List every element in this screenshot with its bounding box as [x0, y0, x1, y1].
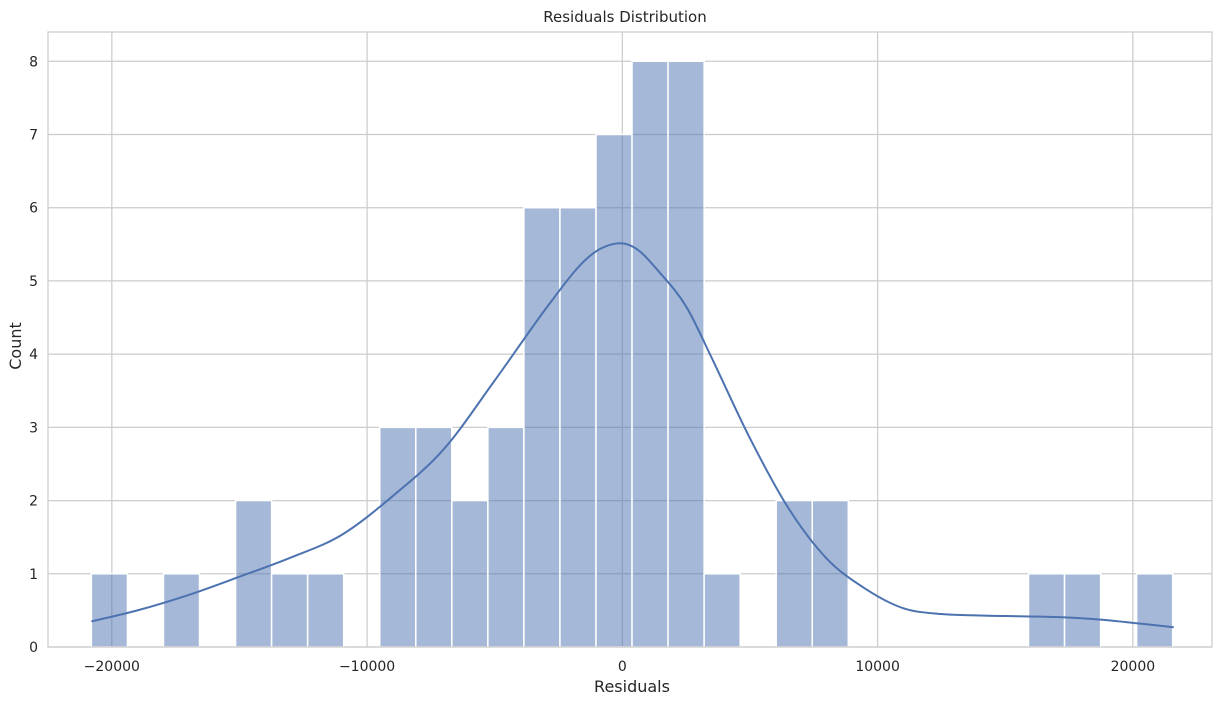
histogram-bar	[775, 499, 814, 648]
y-tick-label: 7	[29, 128, 38, 144]
histogram-bar	[1135, 573, 1174, 648]
y-tick-label: 2	[29, 494, 38, 510]
plot-frame	[47, 31, 1213, 648]
y-tick-label: 5	[29, 274, 38, 290]
y-axis-label: Count	[6, 322, 25, 370]
histogram-bar	[234, 499, 273, 648]
y-tick-label: 1	[29, 567, 38, 583]
histogram-bar	[631, 60, 669, 648]
x-tick-label: −20000	[84, 659, 140, 675]
histogram-bar	[378, 426, 417, 648]
y-tick-label: 3	[29, 420, 38, 436]
histogram-bar	[162, 573, 201, 648]
histogram-bar	[559, 206, 597, 648]
histogram-bar	[415, 426, 453, 648]
x-tick-label: −10000	[339, 659, 395, 675]
histogram-bar	[667, 60, 705, 648]
chart-title: Residuals Distribution	[543, 8, 706, 26]
x-axis-ticks: −20000 −10000 0 10000 20000	[84, 659, 1155, 675]
histogram-bar	[306, 573, 345, 648]
histogram-bar	[270, 573, 309, 648]
kde-curve-layer	[91, 242, 1174, 629]
histogram-bar	[487, 426, 525, 648]
histogram-bar	[90, 573, 129, 648]
y-tick-label: 6	[29, 201, 38, 217]
histogram-bar	[811, 499, 850, 648]
y-tick-label: 4	[29, 347, 38, 363]
y-tick-label: 8	[29, 54, 38, 70]
histogram-bar	[523, 206, 561, 648]
x-tick-label: 20000	[1111, 659, 1156, 675]
x-tick-label: 10000	[855, 659, 900, 675]
x-axis-label: Residuals	[594, 677, 670, 696]
histogram-bar	[1027, 573, 1066, 648]
histogram-bar	[595, 133, 633, 648]
y-tick-label: 0	[29, 640, 38, 656]
kde-curve	[91, 242, 1174, 629]
histogram-bar	[703, 573, 741, 648]
x-tick-label: 0	[618, 659, 627, 675]
histogram-bar	[1063, 573, 1102, 648]
histogram-bar	[451, 499, 489, 648]
y-axis-ticks: 0 1 2 3 4 5 6 7 8	[29, 54, 38, 656]
